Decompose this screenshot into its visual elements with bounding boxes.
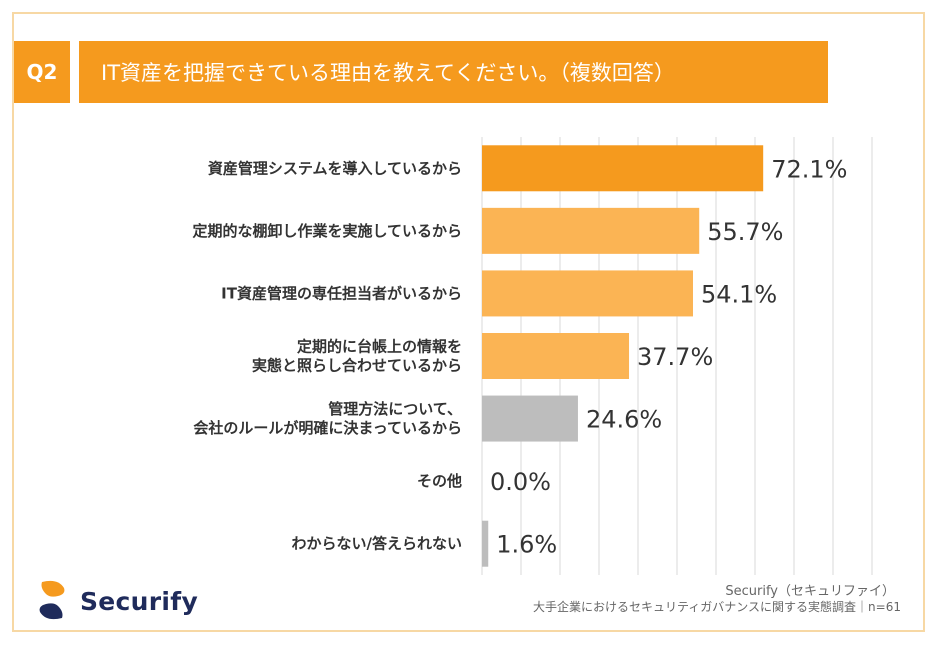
question-title: IT資産を把握できている理由を教えてください。（複数回答）: [79, 41, 828, 103]
source-company: Securify（セキュリファイ）: [725, 584, 895, 599]
value-label-4: 24.6%: [586, 406, 662, 434]
category-label-1-0: 定期的な棚卸し作業を実施しているから: [192, 222, 462, 240]
category-label-3-0: 定期的に台帳上の情報を: [297, 338, 462, 356]
value-label-1: 55.7%: [707, 218, 783, 246]
category-label-4-0: 管理方法について、: [328, 400, 462, 418]
value-label-6: 1.6%: [496, 531, 557, 559]
chart-bars: [482, 145, 764, 567]
value-label-3: 37.7%: [637, 343, 713, 371]
category-label-2-0: IT資産管理の専任担当者がいるから: [221, 284, 462, 302]
brand-name: Securify: [80, 587, 199, 616]
category-label-6-0: わからない/答えられない: [292, 535, 462, 553]
value-label-2: 54.1%: [701, 280, 777, 308]
value-label-5: 0.0%: [490, 468, 551, 496]
bar-1: [482, 207, 700, 254]
securify-logo-icon: [39, 580, 65, 620]
bar-2: [482, 270, 693, 317]
category-label-5-0: その他: [417, 472, 462, 490]
question-badge: Q2: [14, 41, 70, 103]
category-label-0-0: 資産管理システムを導入しているから: [208, 159, 462, 177]
value-labels: 72.1% 55.7% 54.1% 37.7% 24.6% 0.0% 1.6%: [490, 155, 847, 558]
source-survey: 大手企業におけるセキュリティガバナンスに関する実態調査｜n=61: [533, 600, 901, 614]
value-label-0: 72.1%: [771, 155, 847, 183]
chart-frame: [12, 12, 925, 632]
category-label-3-1: 実態と照らし合わせているから: [252, 357, 462, 375]
category-label-4-1: 会社のルールが明確に決まっているから: [193, 419, 462, 437]
bar-0: [482, 145, 764, 192]
bar-3: [482, 333, 630, 379]
bar-6: [482, 520, 489, 567]
bar-4: [482, 395, 578, 442]
